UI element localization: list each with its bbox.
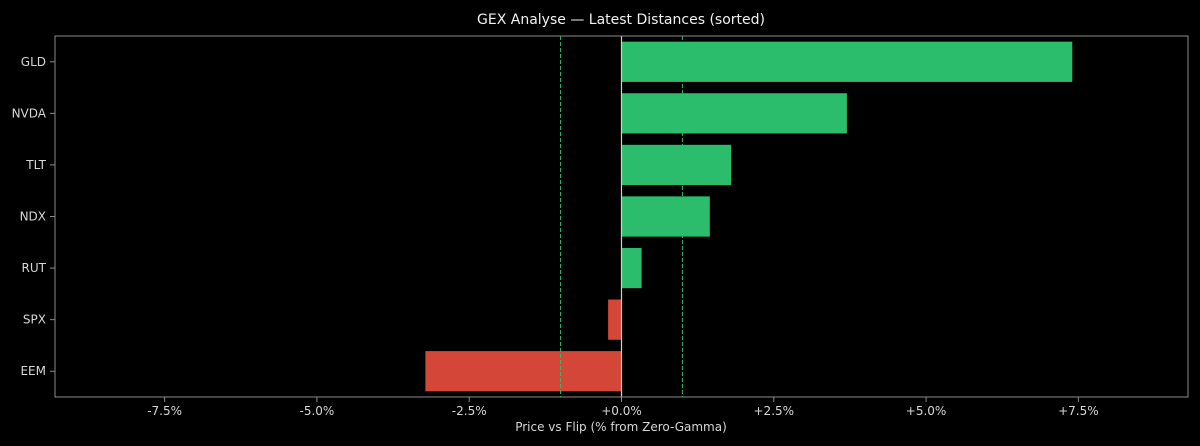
bar-ndx bbox=[621, 196, 710, 237]
x-tick-label-4: +2.5% bbox=[754, 404, 795, 418]
x-axis-label: Price vs Flip (% from Zero-Gamma) bbox=[515, 420, 727, 434]
x-tick-label-0: -7.5% bbox=[147, 404, 182, 418]
y-tick-label-spx: SPX bbox=[23, 313, 46, 327]
chart-title: GEX Analyse — Latest Distances (sorted) bbox=[477, 12, 765, 28]
y-tick-label-nvda: NVDA bbox=[12, 106, 47, 120]
y-tick-label-eem: EEM bbox=[20, 364, 46, 378]
y-tick-label-ndx: NDX bbox=[20, 210, 46, 224]
bar-spx bbox=[608, 299, 622, 340]
bar-nvda bbox=[621, 93, 847, 134]
bar-rut bbox=[621, 247, 642, 289]
y-tick-label-gld: GLD bbox=[21, 55, 46, 69]
bar-tlt bbox=[621, 144, 732, 186]
plot-area: GLD NVDA TLT NDX RUT SPX EEM -7.5% -5.0% -2.5% +0.… bbox=[12, 35, 1189, 418]
y-tick-label-tlt: TLT bbox=[25, 158, 46, 172]
x-tick-label-3: +0.0% bbox=[601, 404, 642, 418]
x-tick-label-1: -5.0% bbox=[300, 404, 335, 418]
x-tick-label-6: +7.5% bbox=[1058, 404, 1099, 418]
x-tick-label-5: +5.0% bbox=[906, 404, 947, 418]
bar-gld bbox=[621, 41, 1073, 82]
y-tick-label-rut: RUT bbox=[22, 261, 47, 275]
x-tick-label-2: -2.5% bbox=[452, 404, 487, 418]
bar-eem bbox=[425, 351, 622, 392]
